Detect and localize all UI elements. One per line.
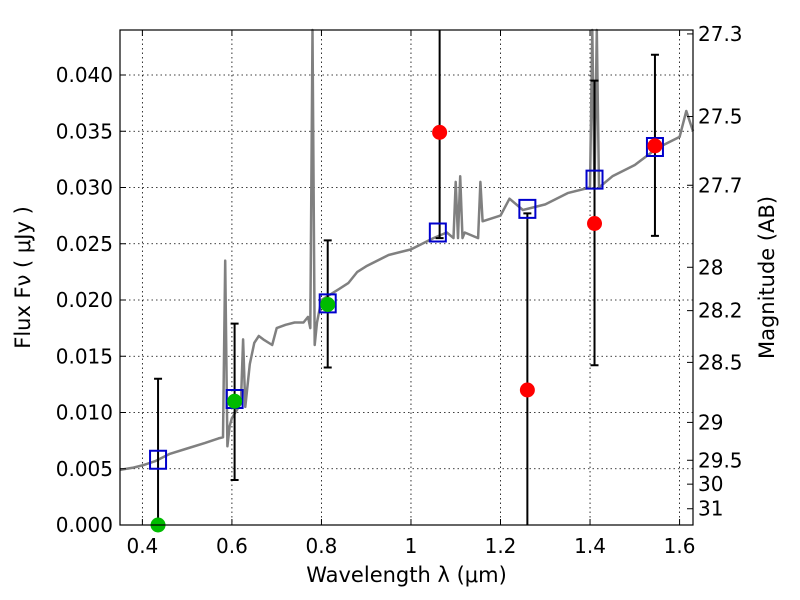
right-axis-label: Magnitude (AB) [755, 196, 779, 359]
y-axis-label: Flux Fν ( μJy ) [11, 206, 35, 349]
errorbar-layer [154, 30, 659, 525]
x-tick-label: 0.6 [216, 534, 248, 558]
y-tick-label: 0.035 [56, 119, 113, 143]
non-detection-point [432, 124, 448, 140]
y-tick-label: 0.030 [56, 176, 113, 200]
mag-tick-label: 30 [698, 472, 723, 496]
y-tick-label: 0.010 [56, 401, 113, 425]
mag-tick-label: 28.2 [698, 299, 743, 323]
non-detection-point [647, 138, 663, 154]
synthetic-photometry-square [518, 198, 537, 219]
synthetic-photometry-square [428, 222, 447, 243]
synthetic-photometry-square [318, 293, 337, 314]
spectrum-layer [119, 28, 695, 472]
mag-tick-label: 29.5 [698, 448, 743, 472]
y-tick-label: 0.005 [56, 457, 113, 481]
x-tick-label: 0.4 [126, 534, 158, 558]
y-tick-label: 0.015 [56, 344, 113, 368]
tick-layer: 0.4 0.6 0.8 1 1.2 1.4 1.6 0.000 0.005 0.010 0.015 0… [56, 22, 743, 558]
x-tick-label: 1.2 [485, 534, 517, 558]
mag-tick-label: 31 [698, 497, 723, 521]
x-tick-label: 1 [405, 534, 418, 558]
detection-point [320, 297, 336, 312]
y-tick-label: 0.000 [56, 513, 113, 537]
x-axis-label: Wavelength λ (μm) [306, 563, 507, 587]
non-detection-point [587, 216, 603, 231]
marker-layer [149, 124, 664, 533]
x-tick-label: 0.8 [306, 534, 338, 558]
mag-tick-label: 27.5 [698, 105, 743, 129]
x-tick-label: 1.4 [574, 534, 606, 558]
plot-frame [119, 29, 694, 526]
x-tick-label: 1.6 [664, 534, 696, 558]
y-tick-label: 0.025 [56, 232, 113, 256]
y-tick-label: 0.040 [56, 63, 113, 87]
y-tick-label: 0.020 [56, 288, 113, 312]
mag-tick-label: 29 [698, 410, 723, 434]
detection-point [227, 393, 243, 409]
synthetic-photometry-square [585, 169, 604, 190]
non-detection-point [519, 382, 535, 398]
spectrum-line [119, 28, 695, 472]
synthetic-photometry-square [645, 137, 664, 157]
mag-tick-label: 27.3 [698, 22, 743, 46]
mag-tick-label: 28.5 [698, 350, 743, 374]
gridlines [120, 30, 693, 525]
mag-tick-label: 28 [698, 255, 723, 279]
synthetic-photometry-square [149, 449, 168, 470]
mag-tick-label: 27.7 [698, 173, 743, 197]
